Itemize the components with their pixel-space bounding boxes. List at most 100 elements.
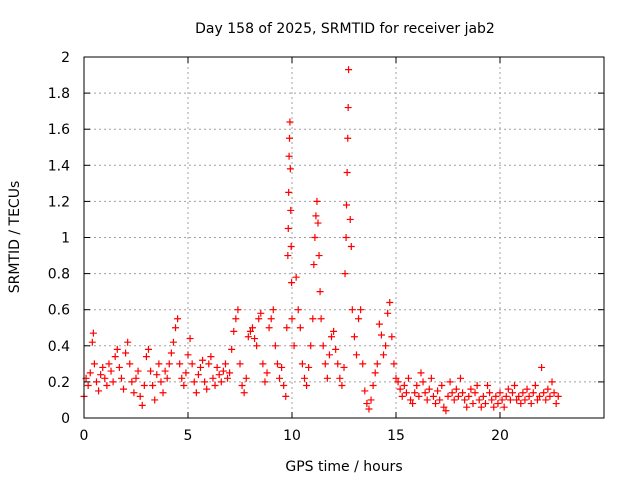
data-point (284, 224, 292, 232)
data-point (122, 349, 130, 357)
data-point (554, 392, 562, 400)
data-point (371, 369, 379, 377)
data-point (201, 378, 209, 386)
data-point (292, 273, 300, 281)
data-point (199, 356, 207, 364)
data-point (257, 309, 265, 317)
data-point (531, 382, 539, 390)
data-point (456, 374, 464, 382)
data-point (463, 403, 471, 411)
y-tick-label: 1 (61, 231, 70, 247)
x-tick-label: 10 (283, 428, 301, 444)
data-point (488, 396, 496, 404)
chart-title: Day 158 of 2025, SRMTID for receiver jab… (195, 21, 495, 37)
data-point (411, 389, 419, 397)
data-point (305, 363, 313, 371)
data-point (226, 369, 234, 377)
x-tick-label: 15 (387, 428, 405, 444)
data-point (312, 212, 320, 220)
data-point (341, 270, 349, 278)
data-point (323, 374, 331, 382)
data-point (283, 324, 291, 332)
y-tick-label: 0.2 (48, 375, 70, 391)
data-point (450, 396, 458, 404)
data-point (294, 306, 302, 314)
data-point (448, 389, 456, 397)
data-point (542, 396, 550, 404)
data-point (365, 405, 373, 413)
data-point (552, 400, 560, 408)
data-point (417, 369, 425, 377)
data-point (134, 367, 142, 375)
data-point (504, 385, 512, 393)
data-point (265, 324, 273, 332)
data-point (253, 342, 261, 350)
data-point (380, 351, 388, 359)
data-point (161, 367, 169, 375)
data-point (207, 353, 215, 361)
data-point (519, 389, 527, 397)
y-tick-label: 0.8 (48, 267, 70, 283)
data-point (124, 338, 132, 346)
data-point (203, 385, 211, 393)
x-tick-label: 0 (80, 428, 89, 444)
data-point (342, 201, 350, 209)
data-point (172, 324, 180, 332)
data-point (165, 360, 173, 368)
data-point (548, 378, 556, 386)
data-point (269, 306, 277, 314)
data-point (429, 392, 437, 400)
data-point (136, 392, 144, 400)
data-point (151, 396, 159, 404)
data-point (313, 197, 321, 205)
data-point (357, 306, 365, 314)
data-point (153, 371, 161, 379)
data-point (92, 378, 100, 386)
data-point (221, 360, 229, 368)
data-point (103, 382, 111, 390)
data-point (267, 315, 275, 323)
data-point (338, 382, 346, 390)
data-point (452, 385, 460, 393)
data-point (142, 353, 150, 361)
data-point (471, 389, 479, 397)
data-point (544, 385, 552, 393)
data-point (90, 360, 98, 368)
y-tick-label: 0 (61, 411, 70, 427)
data-point (217, 378, 225, 386)
data-point (234, 306, 242, 314)
data-point (138, 401, 146, 409)
data-point (423, 396, 431, 404)
data-point (213, 363, 221, 371)
data-point (288, 315, 296, 323)
y-tick-label: 1.2 (48, 194, 70, 210)
data-point (178, 374, 186, 382)
data-point (287, 206, 295, 214)
data-point (367, 396, 375, 404)
data-point (486, 389, 494, 397)
data-point (278, 363, 286, 371)
data-point (533, 396, 541, 404)
data-point (273, 360, 281, 368)
data-point (409, 400, 417, 408)
data-point (477, 403, 485, 411)
data-point (415, 392, 423, 400)
data-point (375, 320, 383, 328)
x-axis-label: GPS time / hours (285, 459, 402, 475)
data-point (180, 382, 188, 390)
data-point (113, 345, 121, 353)
data-point (523, 385, 531, 393)
data-point (286, 134, 294, 142)
data-point (255, 315, 263, 323)
data-point (467, 385, 475, 393)
data-point (404, 374, 412, 382)
data-point (334, 360, 342, 368)
data-point (126, 360, 134, 368)
data-point (317, 315, 325, 323)
data-point (369, 382, 377, 390)
data-point (194, 371, 202, 379)
data-point (205, 360, 213, 368)
data-point (444, 392, 452, 400)
data-point (484, 382, 492, 390)
data-point (84, 382, 92, 390)
